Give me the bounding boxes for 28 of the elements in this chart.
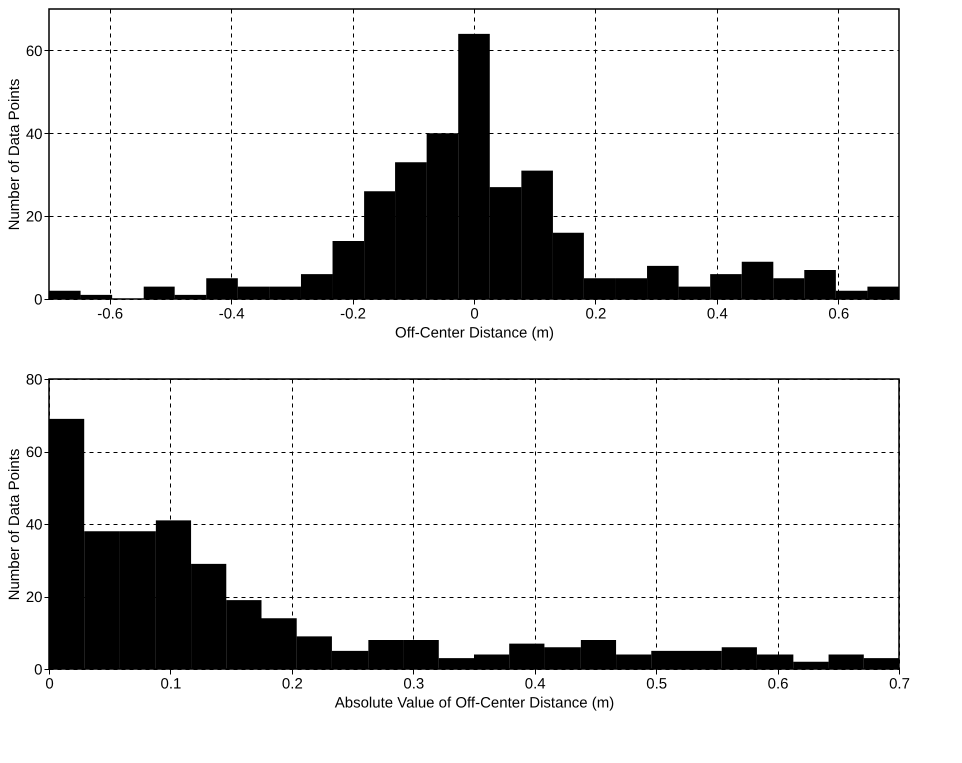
y-axis-title: Number of Data Points bbox=[6, 78, 23, 230]
y-axis-title: Number of Data Points bbox=[6, 448, 23, 600]
x-tick-label: 0.6 bbox=[768, 676, 788, 692]
x-tick-label: 0.1 bbox=[160, 676, 182, 692]
x-tick-label: 0.3 bbox=[403, 676, 424, 692]
y-tick-label: 20 bbox=[26, 589, 42, 606]
y-tick-label: 60 bbox=[26, 444, 42, 461]
x-tick-label: -0.4 bbox=[218, 306, 245, 322]
y-tick-label: 40 bbox=[26, 516, 42, 534]
x-tick-label: 0.2 bbox=[282, 676, 303, 692]
x-tick-label: 0 bbox=[45, 676, 54, 692]
y-tick-label: 80 bbox=[26, 372, 42, 388]
x-tick-label: 0.2 bbox=[586, 306, 606, 322]
x-tick-label: 0.5 bbox=[646, 676, 668, 692]
x-axis-title: Absolute Value of Off-Center Distance (m) bbox=[334, 694, 614, 712]
y-tick-label: 40 bbox=[26, 126, 42, 143]
x-axis-title: Off-Center Distance (m) bbox=[395, 324, 554, 342]
y-tick-label: 60 bbox=[26, 42, 42, 60]
x-tick-label: 0 bbox=[470, 306, 479, 322]
y-tick-label: 0 bbox=[34, 292, 42, 308]
x-tick-label: 0.7 bbox=[889, 676, 910, 692]
x-tick-label: 0.4 bbox=[706, 306, 728, 322]
x-tick-label: 0.4 bbox=[524, 676, 546, 692]
x-tick-label: -0.6 bbox=[97, 306, 124, 322]
x-tick-label: -0.2 bbox=[340, 306, 366, 322]
y-tick-label: 0 bbox=[34, 662, 42, 678]
y-tick-label: 20 bbox=[26, 208, 42, 226]
x-tick-label: 0.6 bbox=[828, 306, 850, 322]
